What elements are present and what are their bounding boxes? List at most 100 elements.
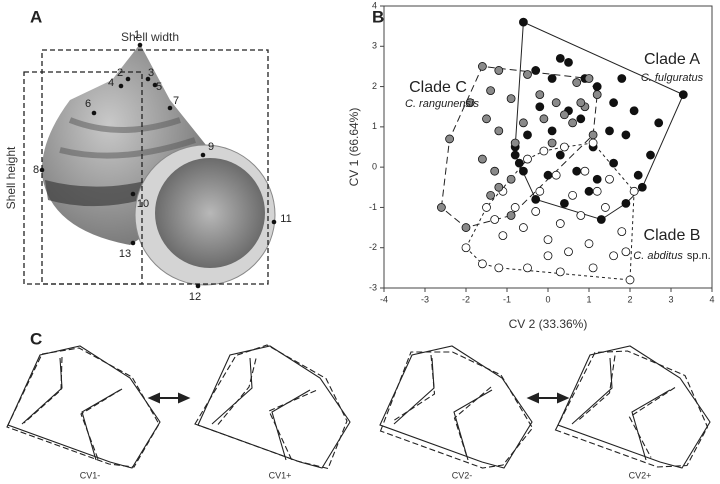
data-point bbox=[519, 166, 528, 176]
data-point bbox=[605, 126, 614, 136]
landmark-label: 13 bbox=[119, 248, 131, 260]
data-point bbox=[596, 215, 606, 224]
data-point bbox=[560, 142, 569, 152]
data-point bbox=[555, 150, 565, 160]
landmark-label: 12 bbox=[189, 291, 201, 303]
data-point bbox=[576, 98, 586, 108]
shape-inner-line bbox=[217, 358, 257, 425]
panel-c: C CV1- CV1+ CV2- CV2+ bbox=[6, 329, 711, 480]
landmark-label: 11 bbox=[280, 213, 291, 225]
data-point bbox=[490, 215, 500, 224]
width-label: Shell width bbox=[121, 30, 179, 44]
height-label: Shell height bbox=[4, 146, 18, 209]
plot-frame bbox=[383, 5, 713, 289]
panel-label: C bbox=[30, 329, 42, 348]
data-point bbox=[678, 90, 688, 100]
data-point bbox=[445, 134, 455, 144]
data-point bbox=[547, 74, 557, 83]
data-point bbox=[543, 251, 553, 261]
data-point bbox=[592, 186, 602, 196]
data-point bbox=[621, 198, 631, 208]
shape-inner-line bbox=[271, 389, 311, 461]
data-point bbox=[555, 219, 565, 228]
shape-label: CV1- bbox=[80, 470, 101, 480]
data-point bbox=[531, 207, 541, 216]
x-tick-label: 4 bbox=[709, 294, 714, 304]
shape-inner-line bbox=[571, 357, 613, 425]
data-point bbox=[519, 118, 528, 128]
data-point bbox=[560, 198, 569, 208]
data-point bbox=[564, 247, 573, 257]
y-tick-label: 2 bbox=[372, 81, 377, 91]
clade-name: Clade A bbox=[644, 51, 700, 68]
data-point bbox=[560, 110, 569, 120]
data-point bbox=[605, 174, 614, 184]
panel-a: A Shell width Shell height 12 34 56 7891011… bbox=[4, 7, 292, 302]
clade-species: C. rangunensis bbox=[405, 98, 479, 110]
clade-species: C. abditus sp.n. bbox=[633, 250, 710, 262]
shape-inner-line bbox=[80, 388, 123, 460]
data-point bbox=[543, 170, 553, 180]
data-point bbox=[568, 118, 577, 128]
data-point bbox=[609, 158, 618, 168]
data-point bbox=[625, 275, 635, 285]
shape-outline bbox=[379, 351, 534, 469]
double-arrow bbox=[147, 392, 191, 404]
data-point bbox=[637, 182, 647, 192]
landmark-label: 7 bbox=[173, 95, 179, 107]
data-point bbox=[523, 130, 532, 140]
shape-outline bbox=[6, 347, 160, 468]
data-point bbox=[514, 158, 524, 168]
landmark-dot bbox=[145, 76, 151, 82]
clade-species: C. fulguratus bbox=[641, 72, 704, 84]
data-point bbox=[617, 74, 627, 83]
shape-outline bbox=[379, 345, 533, 469]
data-point bbox=[506, 94, 516, 104]
y-tick-label: -2 bbox=[369, 242, 377, 252]
landmark-dot bbox=[130, 240, 136, 246]
data-point bbox=[461, 243, 471, 253]
height-box bbox=[23, 71, 143, 285]
data-point bbox=[519, 223, 528, 232]
data-point bbox=[588, 263, 598, 273]
shape-inner-line bbox=[81, 389, 121, 461]
x-tick-label: -2 bbox=[462, 294, 470, 304]
shape-outline bbox=[194, 344, 348, 470]
data-point bbox=[580, 166, 590, 176]
landmark-label: 10 bbox=[137, 198, 149, 210]
data-point bbox=[494, 182, 504, 192]
data-point bbox=[494, 126, 504, 136]
data-point bbox=[482, 203, 491, 212]
landmark-dot bbox=[271, 219, 277, 225]
data-point bbox=[592, 174, 602, 184]
landmark-dot bbox=[137, 42, 143, 48]
data-point bbox=[646, 150, 655, 160]
species-name: C. fulguratus bbox=[641, 72, 704, 84]
data-point bbox=[584, 74, 594, 83]
data-point bbox=[519, 17, 528, 27]
y-tick-label: 0 bbox=[372, 162, 377, 172]
shape-inner-line bbox=[268, 389, 317, 461]
shape-inner-line bbox=[392, 354, 436, 422]
landmark-dot bbox=[152, 82, 158, 88]
clade-name: Clade B bbox=[644, 227, 701, 244]
y-tick-label: 4 bbox=[372, 0, 377, 10]
x-tick-label: -1 bbox=[503, 294, 511, 304]
data-point bbox=[621, 130, 631, 140]
data-point bbox=[494, 263, 504, 273]
landmark-label: 2 bbox=[117, 67, 123, 79]
data-point bbox=[535, 102, 545, 112]
data-point bbox=[629, 106, 639, 116]
data-point bbox=[523, 154, 532, 164]
data-point bbox=[436, 203, 446, 212]
data-point bbox=[621, 247, 631, 257]
data-point bbox=[551, 170, 561, 180]
data-point bbox=[568, 190, 577, 200]
data-point bbox=[543, 235, 553, 245]
data-point bbox=[523, 263, 532, 273]
landmark-dot bbox=[200, 152, 206, 158]
landmark-label: 8 bbox=[33, 164, 39, 176]
landmark-label: 3 bbox=[148, 67, 154, 79]
